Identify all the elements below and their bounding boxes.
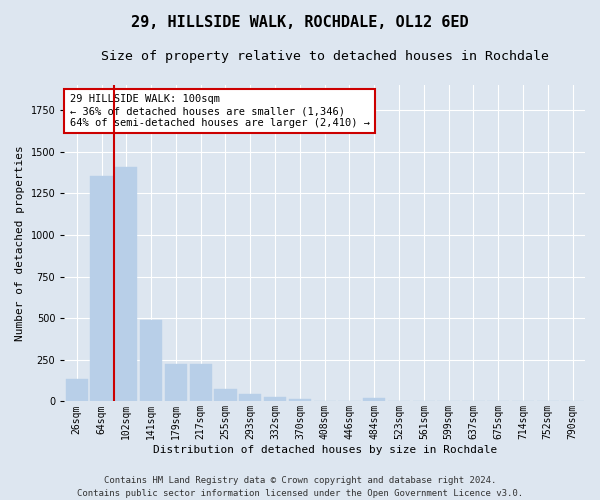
Bar <box>239 394 262 402</box>
Bar <box>190 364 212 402</box>
Bar <box>363 398 385 402</box>
Bar <box>264 398 286 402</box>
Text: 29 HILLSIDE WALK: 100sqm
← 36% of detached houses are smaller (1,346)
64% of sem: 29 HILLSIDE WALK: 100sqm ← 36% of detach… <box>70 94 370 128</box>
Bar <box>115 166 137 402</box>
X-axis label: Distribution of detached houses by size in Rochdale: Distribution of detached houses by size … <box>152 445 497 455</box>
Bar <box>140 320 162 402</box>
Title: Size of property relative to detached houses in Rochdale: Size of property relative to detached ho… <box>101 50 548 63</box>
Bar <box>165 364 187 402</box>
Text: Contains HM Land Registry data © Crown copyright and database right 2024.
Contai: Contains HM Land Registry data © Crown c… <box>77 476 523 498</box>
Bar <box>289 399 311 402</box>
Bar <box>65 379 88 402</box>
Y-axis label: Number of detached properties: Number of detached properties <box>15 146 25 341</box>
Bar <box>214 389 236 402</box>
Bar <box>91 176 113 402</box>
Text: 29, HILLSIDE WALK, ROCHDALE, OL12 6ED: 29, HILLSIDE WALK, ROCHDALE, OL12 6ED <box>131 15 469 30</box>
